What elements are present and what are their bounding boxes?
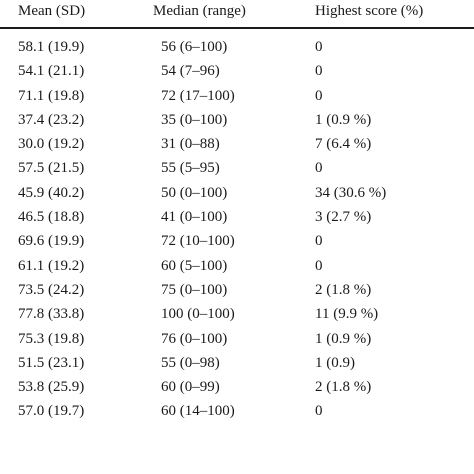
cell-highest-score: 34 (30.6 %) xyxy=(315,184,387,201)
header-median-range: Median (range) xyxy=(153,3,246,19)
cell-median-range: 35 (0–100) xyxy=(161,111,228,128)
cell-mean-sd: 54.1 (21.1) xyxy=(18,63,85,80)
table-row: 53.8 (25.9) 60 (0–99) 2 (1.8 %) xyxy=(0,377,474,401)
cell-mean-sd: 57.0 (19.7) xyxy=(18,403,85,420)
cell-highest-score: 2 (1.8 %) xyxy=(315,281,372,298)
cell-median-range: 41 (0–100) xyxy=(161,209,228,226)
cell-highest-score: 1 (0.9 %) xyxy=(315,111,372,128)
table-row: 77.8 (33.8) 100 (0–100) 11 (9.9 %) xyxy=(0,304,474,328)
cell-median-range: 50 (0–100) xyxy=(161,184,228,201)
cell-highest-score: 0 xyxy=(315,39,323,55)
cell-median-range: 31 (0–88) xyxy=(161,136,220,153)
cell-median-range: 55 (5–95) xyxy=(161,160,220,177)
cell-mean-sd: 37.4 (23.2) xyxy=(18,111,85,128)
table-row: 37.4 (23.2) 35 (0–100) 1 (0.9 %) xyxy=(0,110,474,134)
cell-median-range: 72 (10–100) xyxy=(161,233,235,250)
cell-mean-sd: 73.5 (24.2) xyxy=(18,281,85,298)
cell-median-range: 54 (7–96) xyxy=(161,63,220,80)
cell-median-range: 60 (0–99) xyxy=(161,379,220,396)
cell-median-range: 60 (14–100) xyxy=(161,403,235,420)
header-highest-score: Highest score (%) xyxy=(315,3,424,19)
table-row: 58.1 (19.9) 56 (6–100) 0 xyxy=(0,37,474,61)
cell-highest-score: 0 xyxy=(315,233,323,250)
cell-highest-score: 7 (6.4 %) xyxy=(315,136,372,153)
cell-mean-sd: 45.9 (40.2) xyxy=(18,184,85,201)
cell-highest-score: 0 xyxy=(315,160,323,177)
cell-mean-sd: 77.8 (33.8) xyxy=(18,306,85,323)
cell-mean-sd: 57.5 (21.5) xyxy=(18,160,85,177)
cell-median-range: 55 (0–98) xyxy=(161,354,220,371)
cell-highest-score: 0 xyxy=(315,403,323,420)
cell-median-range: 56 (6–100) xyxy=(161,39,228,55)
cell-median-range: 76 (0–100) xyxy=(161,330,228,347)
cell-highest-score: 11 (9.9 %) xyxy=(315,306,379,323)
cell-highest-score: 0 xyxy=(315,257,323,274)
table-row: 61.1 (19.2) 60 (5–100) 0 xyxy=(0,256,474,280)
table-row: 54.1 (21.1) 54 (7–96) 0 xyxy=(0,61,474,85)
cell-mean-sd: 61.1 (19.2) xyxy=(18,257,85,274)
cell-median-range: 60 (5–100) xyxy=(161,257,228,274)
table-body: 58.1 (19.9) 56 (6–100) 0 54.1 (21.1) 54 (7–9… xyxy=(0,37,474,426)
table-header-row: Mean (SD) Median (range) Highest score (… xyxy=(0,0,474,26)
cell-mean-sd: 30.0 (19.2) xyxy=(18,136,85,153)
table-row: 71.1 (19.8) 72 (17–100) 0 xyxy=(0,86,474,110)
cell-median-range: 72 (17–100) xyxy=(161,87,235,104)
header-mean-sd: Mean (SD) xyxy=(18,3,86,19)
cell-highest-score: 0 xyxy=(315,63,323,80)
table-row: 73.5 (24.2) 75 (0–100) 2 (1.8 %) xyxy=(0,280,474,304)
cell-mean-sd: 53.8 (25.9) xyxy=(18,379,85,396)
table-row: 57.0 (19.7) 60 (14–100) 0 xyxy=(0,401,474,425)
table-row: 75.3 (19.8) 76 (0–100) 1 (0.9 %) xyxy=(0,329,474,353)
cell-highest-score: 1 (0.9 %) xyxy=(315,330,372,347)
header-rule xyxy=(0,27,474,29)
cell-mean-sd: 71.1 (19.8) xyxy=(18,87,85,104)
cell-mean-sd: 75.3 (19.8) xyxy=(18,330,85,347)
table-row: 45.9 (40.2) 50 (0–100) 34 (30.6 %) xyxy=(0,183,474,207)
cell-mean-sd: 51.5 (23.1) xyxy=(18,354,85,371)
cell-highest-score: 2 (1.8 %) xyxy=(315,379,372,396)
cell-highest-score: 1 (0.9) xyxy=(315,354,355,371)
table-row: 30.0 (19.2) 31 (0–88) 7 (6.4 %) xyxy=(0,134,474,158)
cell-median-range: 75 (0–100) xyxy=(161,281,228,298)
table-row: 46.5 (18.8) 41 (0–100) 3 (2.7 %) xyxy=(0,207,474,231)
cell-highest-score: 0 xyxy=(315,87,323,104)
cell-median-range: 100 (0–100) xyxy=(161,306,235,323)
cell-mean-sd: 69.6 (19.9) xyxy=(18,233,85,250)
table-row: 51.5 (23.1) 55 (0–98) 1 (0.9) xyxy=(0,353,474,377)
cell-mean-sd: 58.1 (19.9) xyxy=(18,39,85,55)
cell-highest-score: 3 (2.7 %) xyxy=(315,209,372,226)
table-row: 69.6 (19.9) 72 (10–100) 0 xyxy=(0,231,474,255)
cell-mean-sd: 46.5 (18.8) xyxy=(18,209,85,226)
table-row: 57.5 (21.5) 55 (5–95) 0 xyxy=(0,158,474,182)
